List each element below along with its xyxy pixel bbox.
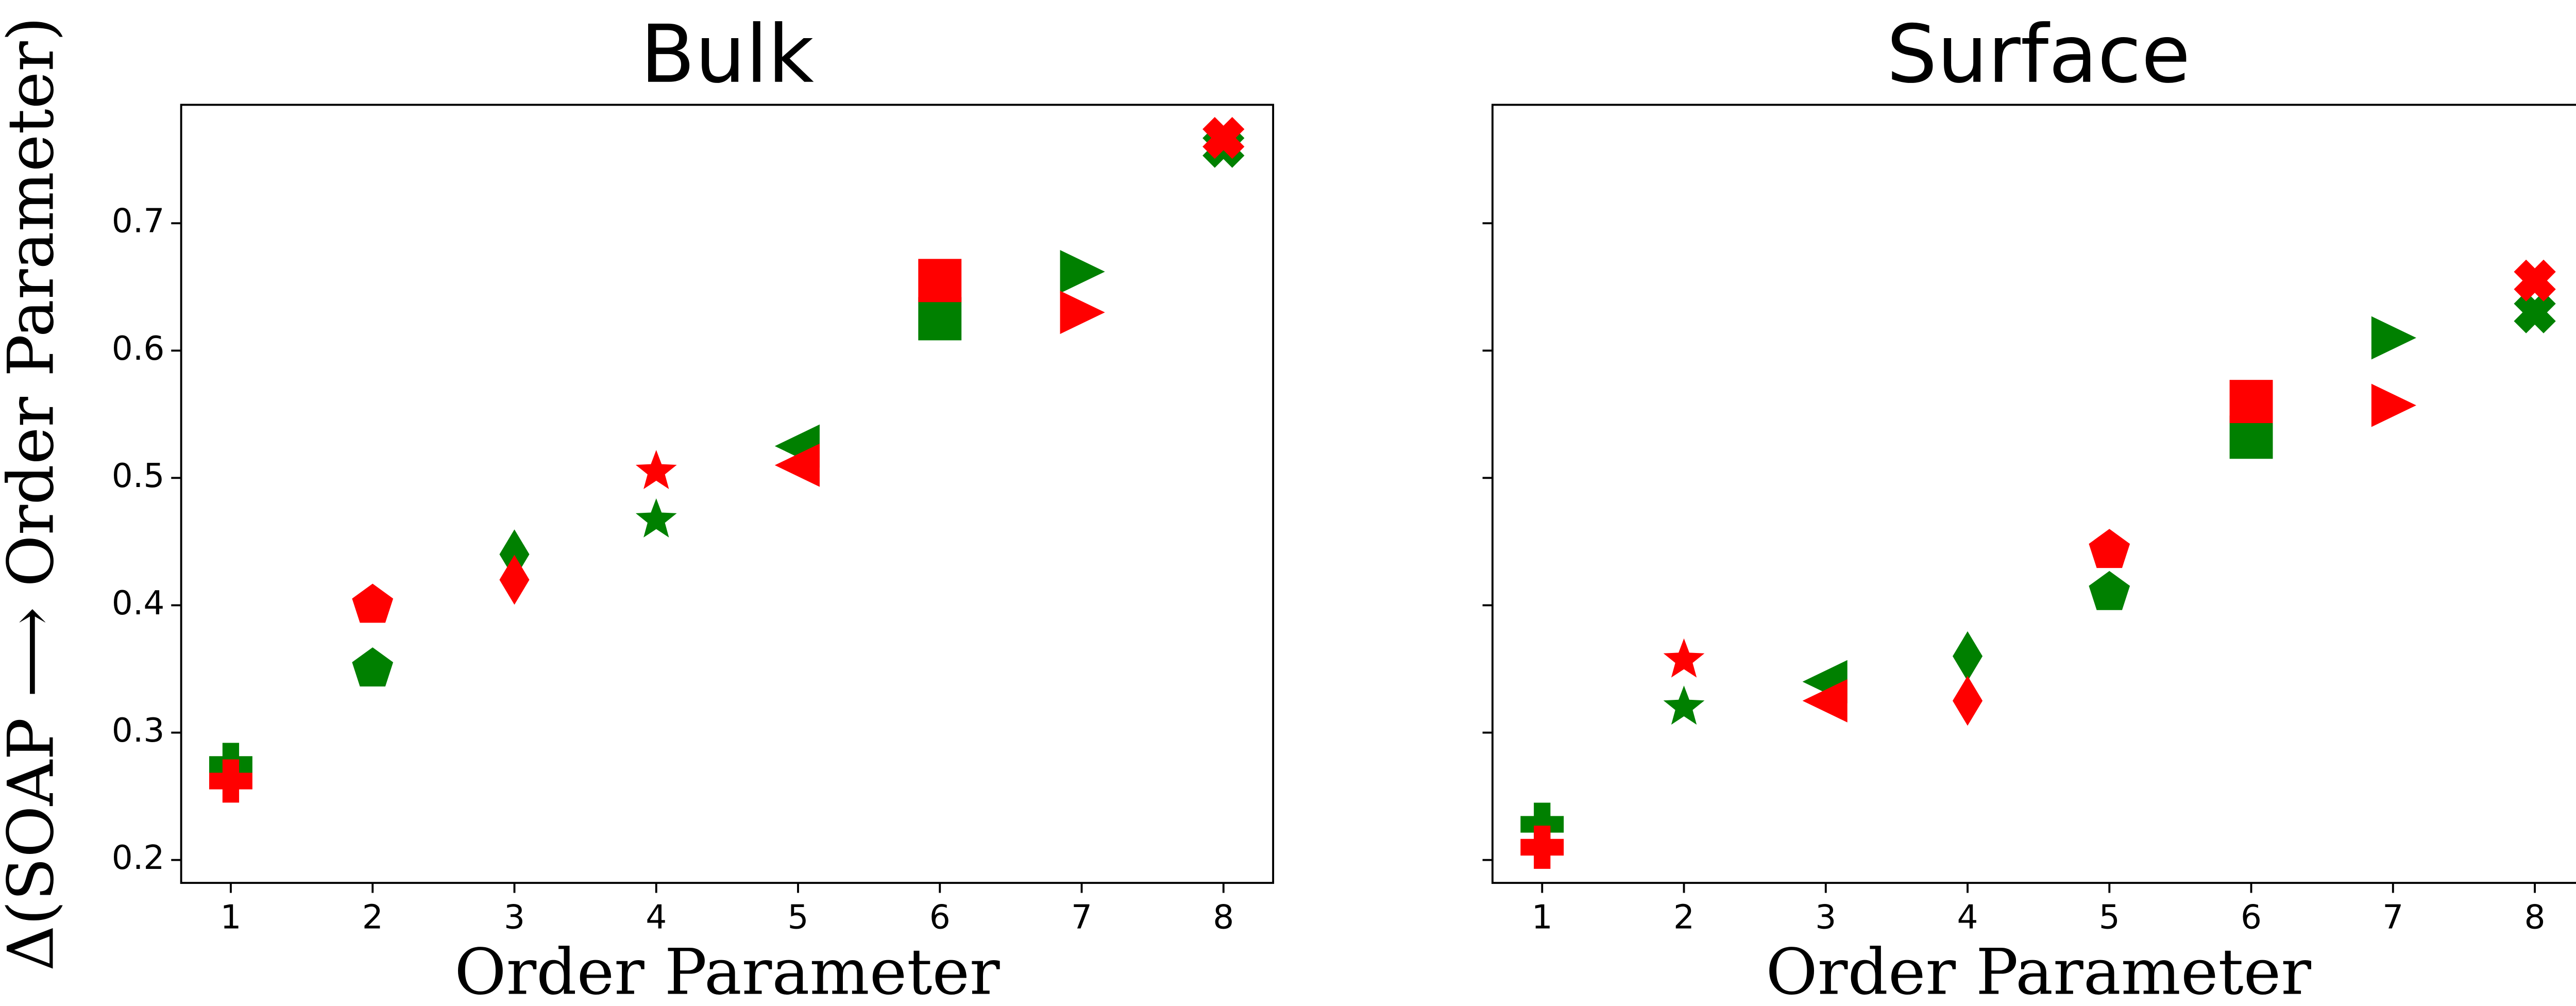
x-tick-label: 7 [1071,898,1092,937]
x-tick-label: 3 [1815,898,1836,937]
marker [2371,383,2416,427]
x-tick-label: 2 [1673,898,1694,937]
y-axis-label: Δ(SOAP ⟶ Order Parameter) [0,16,68,971]
x-tick-label: 3 [504,898,525,937]
marker [918,297,962,341]
marker [918,259,962,303]
y-tick-label: 0.3 [112,711,165,750]
x-axis-label: Order Parameter [454,935,1000,1006]
plot-frame [180,104,1275,884]
x-tick-label: 6 [929,898,951,937]
x-tick-label: 5 [2099,898,2120,937]
marker [635,450,677,489]
x-tick-label: 6 [2241,898,2262,937]
y-tick-label: 0.2 [112,839,165,877]
chart-title: Bulk [640,8,814,101]
y-tick-label: 0.7 [112,202,165,241]
marker [209,759,252,803]
marker [1060,250,1105,294]
x-tick-label: 2 [362,898,383,937]
marker [352,647,394,686]
x-tick-label: 8 [2524,898,2546,937]
x-tick-label: 7 [2382,898,2403,937]
marker [352,583,394,623]
marker [1953,676,1983,726]
marker [1520,802,1564,846]
marker [774,443,820,487]
marker [499,555,530,605]
marker [1060,291,1105,334]
x-tick-label: 4 [646,898,667,937]
marker [1202,116,1245,159]
y-tick-label: 0.4 [112,584,165,623]
marker [1802,679,1848,723]
x-tick-label: 1 [1532,898,1553,937]
marker [2089,571,2130,610]
marker [1520,826,1564,869]
marker [2514,291,2556,333]
marker [2371,316,2416,360]
marker [2089,529,2130,568]
marker [499,529,530,580]
marker [635,498,677,538]
marker [1663,685,1705,725]
x-tick-label: 4 [1957,898,1978,937]
x-tick-label: 8 [1213,898,1234,937]
plot-frame [1492,104,2576,884]
chart-title: Surface [1887,8,2191,101]
marker [2229,380,2273,424]
x-tick-label: 5 [787,898,808,937]
x-axis-label: Order Parameter [1766,935,2311,1006]
marker [1953,631,1983,681]
y-tick-label: 0.5 [112,457,165,495]
x-tick-label: 1 [220,898,241,937]
marker [1663,638,1705,678]
y-tick-label: 0.6 [112,329,165,368]
marker [2229,415,2273,459]
marker [2514,259,2556,302]
